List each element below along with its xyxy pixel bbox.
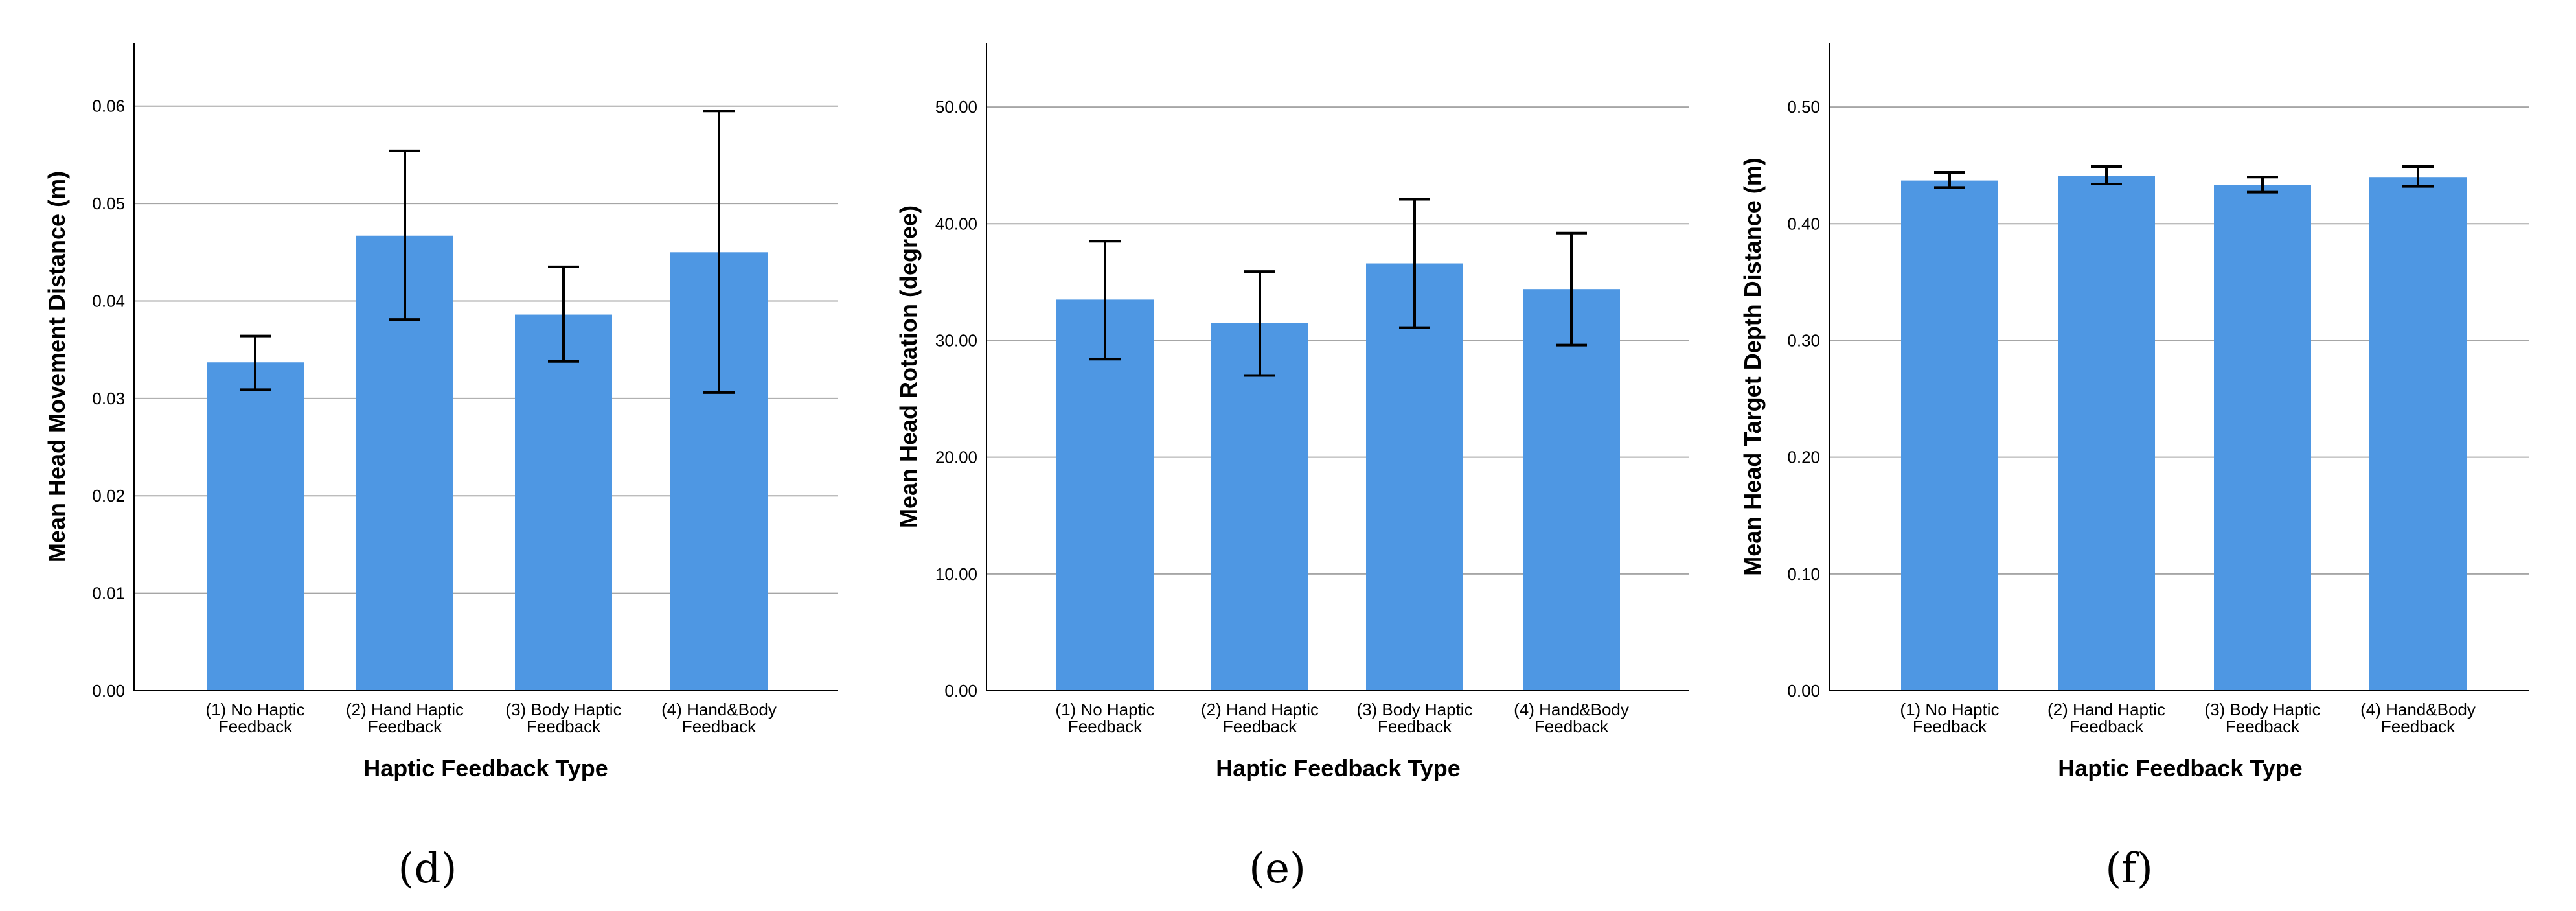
error-bar-d-2 <box>389 149 420 321</box>
x-tick-label-d-1: (1) No Haptic Feedback <box>205 700 304 736</box>
chart-panel-e: 0.00 10.00 20.00 30.00 40.00 50.00 (1) No Hapt… <box>895 43 1689 893</box>
x-axis-title-e: Haptic Feedback Type <box>1216 755 1460 781</box>
x-tick-label-e-4: (4) Hand&Body Feedback <box>1514 700 1629 736</box>
x-tick-label-e-2: (2) Hand Haptic Feedback <box>1201 700 1319 736</box>
error-bar-f-1 <box>1934 171 1965 189</box>
error-bar-f-2 <box>2091 165 2122 186</box>
y-tick-label-e: 50.00 <box>935 97 977 117</box>
error-bar-e-4 <box>1556 231 1587 347</box>
error-bar-e-1 <box>1089 240 1121 361</box>
y-axis-title-d: Mean Head Movement Distance (m) <box>43 171 70 562</box>
error-bar-e-3 <box>1399 198 1430 329</box>
bar-e-4 <box>1523 289 1620 691</box>
panel-label-d: (d) <box>398 845 457 893</box>
y-tick-label-f: 0.10 <box>1787 564 1820 584</box>
chart-panel-d: 0.00 0.01 0.02 0.03 0.04 0.05 0.06 (1) No Hapti… <box>43 43 838 893</box>
y-tick-label-e: 40.00 <box>935 214 977 233</box>
y-tick-label-e: 0.00 <box>944 681 977 700</box>
y-tick-label-e: 10.00 <box>935 564 977 584</box>
y-tick-label-d: 0.00 <box>92 681 125 700</box>
bar-e-1 <box>1056 299 1154 691</box>
y-tick-label-f: 0.20 <box>1787 448 1820 467</box>
x-tick-label-e-3: (3) Body Haptic Feedback <box>1356 700 1472 736</box>
x-tick-label-d-3: (3) Body Haptic Feedback <box>505 700 621 736</box>
y-tick-label-f: 0.30 <box>1787 330 1820 350</box>
y-tick-label-d: 0.05 <box>92 194 125 213</box>
error-bar-f-3 <box>2247 176 2278 194</box>
y-axis-title-e: Mean Head Rotation (degree) <box>895 205 922 528</box>
error-bar-f-4 <box>2402 165 2434 188</box>
x-tick-label-d-2: (2) Hand Haptic Feedback <box>346 700 464 736</box>
x-tick-label-f-4: (4) Hand&Body Feedback <box>2360 700 2476 736</box>
error-bar-d-4 <box>703 110 735 394</box>
y-tick-label-f: 0.50 <box>1787 97 1820 117</box>
bar-d-3 <box>515 314 612 691</box>
x-tick-label-e-1: (1) No Haptic Feedback <box>1055 700 1154 736</box>
bar-f-1 <box>1901 180 1998 691</box>
error-bar-d-1 <box>240 334 271 391</box>
y-tick-label-d: 0.04 <box>92 291 125 310</box>
bar-d-1 <box>207 362 304 691</box>
panel-label-f: (f) <box>2105 845 2153 893</box>
x-tick-label-f-1: (1) No Haptic Feedback <box>1900 700 1999 736</box>
y-tick-label-e: 30.00 <box>935 330 977 350</box>
y-tick-label-d: 0.06 <box>92 97 125 116</box>
error-bar-e-2 <box>1244 270 1275 377</box>
y-tick-label-f: 0.40 <box>1787 214 1820 233</box>
bar-f-3 <box>2214 185 2311 691</box>
y-axis-title-f: Mean Head Target Depth Distance (m) <box>1739 157 1766 575</box>
panel-label-e: (e) <box>1249 845 1306 893</box>
x-axis-title-f: Haptic Feedback Type <box>2058 755 2302 781</box>
bar-e-2 <box>1211 323 1308 691</box>
x-axis-title-d: Haptic Feedback Type <box>363 755 608 781</box>
x-tick-label-f-2: (2) Hand Haptic Feedback <box>2047 700 2165 736</box>
bar-f-4 <box>2369 177 2467 691</box>
bar-e-3 <box>1366 263 1463 691</box>
bar-f-2 <box>2058 176 2155 691</box>
chart-panel-f: 0.00 0.10 0.20 0.30 0.40 0.50 (1) No Haptic Fee… <box>1739 43 2529 893</box>
y-tick-label-d: 0.01 <box>92 584 125 603</box>
y-tick-label-f: 0.00 <box>1787 681 1820 700</box>
y-tick-label-d: 0.03 <box>92 389 125 408</box>
y-tick-label-e: 20.00 <box>935 448 977 467</box>
y-tick-label-d: 0.02 <box>92 486 125 505</box>
error-bar-d-3 <box>548 265 579 363</box>
x-tick-label-d-4: (4) Hand&Body Feedback <box>661 700 777 736</box>
x-tick-label-f-3: (3) Body Haptic Feedback <box>2204 700 2320 736</box>
